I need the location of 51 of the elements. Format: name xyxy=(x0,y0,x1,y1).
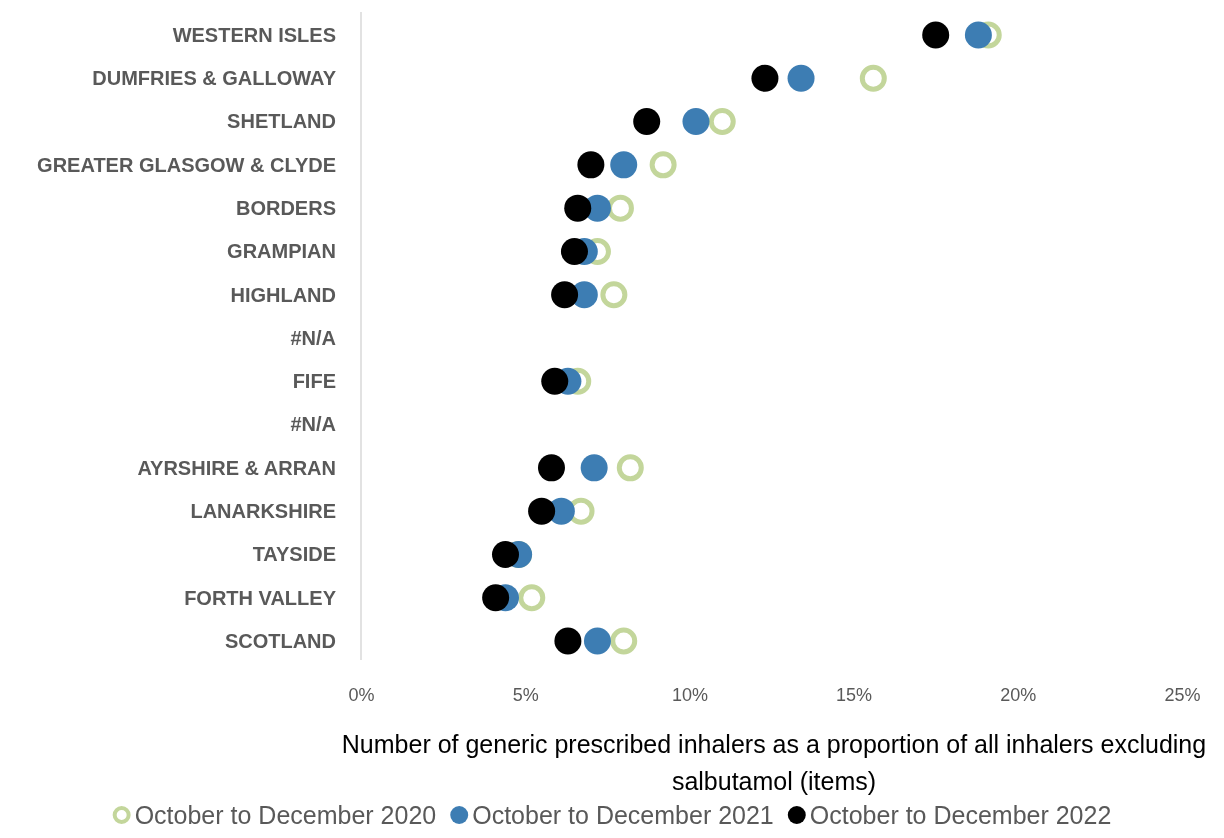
legend-label: October to December 2020 xyxy=(134,801,437,829)
point xyxy=(751,64,779,92)
point xyxy=(492,540,519,568)
y-tick-label: HIGHLAND xyxy=(230,283,336,306)
y-tick-label: SCOTLAND xyxy=(224,629,336,652)
point xyxy=(616,454,644,482)
point xyxy=(551,281,579,309)
point xyxy=(610,151,638,179)
x-tick-label: 25% xyxy=(1164,684,1201,705)
y-tick-label: TAYSIDE xyxy=(252,543,336,566)
point xyxy=(583,627,611,655)
point xyxy=(537,454,565,482)
y-tick-label: GRAMPIAN xyxy=(227,240,336,263)
point xyxy=(554,627,582,655)
point xyxy=(541,367,569,395)
point xyxy=(682,108,710,136)
x-tick-label: 10% xyxy=(671,684,708,705)
point xyxy=(577,151,605,179)
y-tick-label: GREATER GLASGOW & CLYDE xyxy=(37,153,336,176)
point xyxy=(964,21,992,49)
point xyxy=(859,64,887,92)
point xyxy=(482,584,510,612)
legend-label: October to December 2021 xyxy=(472,801,774,829)
y-tick-label: AYRSHIRE & ARRAN xyxy=(137,456,336,479)
point xyxy=(528,497,556,525)
point xyxy=(633,108,661,136)
y-tick-label: FORTH VALLEY xyxy=(184,586,337,609)
point xyxy=(564,194,592,222)
x-tick-label: 5% xyxy=(512,684,539,705)
y-tick-label: LANARKSHIRE xyxy=(190,500,336,523)
point xyxy=(600,281,628,309)
legend-label: October to December 2022 xyxy=(809,801,1112,829)
y-tick-label: SHETLAND xyxy=(227,110,336,133)
point xyxy=(560,237,588,265)
y-tick-label: BORDERS xyxy=(235,197,336,220)
x-tick-label: 0% xyxy=(348,684,375,705)
y-tick-label: FIFE xyxy=(292,370,336,393)
y-tick-label: #N/A xyxy=(290,413,336,436)
y-tick-label: DUMFRIES & GALLOWAY xyxy=(92,67,337,90)
x-axis-title: Number of generic prescribed inhalers as a proportion of all inhalers excluding salbutamol (items) xyxy=(341,730,1207,795)
point xyxy=(580,454,608,482)
point xyxy=(518,584,546,612)
point xyxy=(610,627,638,655)
point xyxy=(787,64,815,92)
x-tick-label: 15% xyxy=(836,684,873,705)
point xyxy=(649,151,677,179)
point xyxy=(922,21,950,49)
y-tick-label: WESTERN ISLES xyxy=(172,23,336,46)
x-tick-label: 20% xyxy=(1000,684,1037,705)
point xyxy=(708,108,736,136)
y-tick-label: #N/A xyxy=(290,326,336,349)
